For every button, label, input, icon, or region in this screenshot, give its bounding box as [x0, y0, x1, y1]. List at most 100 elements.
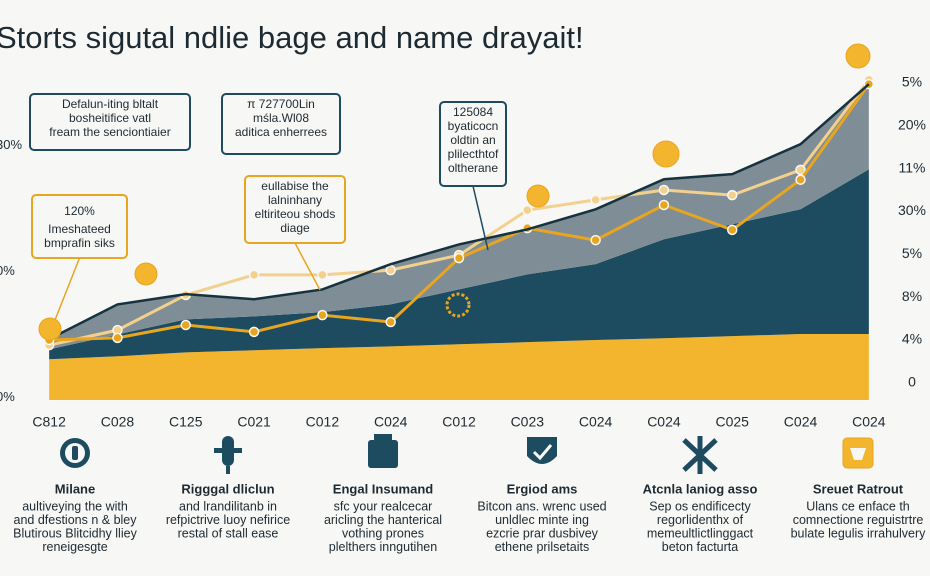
callout-text: oldtin an — [450, 133, 495, 147]
coin — [445, 292, 471, 318]
line-marker — [317, 269, 328, 281]
icon — [368, 440, 398, 468]
line-marker — [317, 309, 328, 321]
line-marker — [248, 326, 260, 338]
y-tick-label: 30% — [898, 202, 926, 218]
callout-box — [29, 93, 191, 151]
icons — [60, 434, 874, 474]
line-marker — [248, 269, 260, 281]
y-tick-label: 0 — [908, 374, 916, 390]
callout-text: lalninhany — [268, 193, 322, 207]
x-tick-label: C012 — [306, 414, 340, 430]
caption-line: memeultlictlinggact — [647, 526, 754, 540]
icon — [226, 466, 230, 474]
x-tick-label: C812 — [32, 414, 66, 430]
caption-title: Atcnla laniog asso — [643, 481, 758, 496]
caption-line: bulate legulis irrahulvery — [791, 526, 927, 540]
coin — [652, 140, 680, 168]
callout-text: Imeshateed — [48, 222, 111, 236]
coin — [526, 184, 550, 208]
caption-line: aricling the hanterical — [324, 513, 442, 527]
caption-line: ezcrie prar dusbivey — [486, 526, 599, 540]
caption-line: reneigesgte — [42, 540, 107, 554]
caption-line: beton facturta — [662, 540, 738, 554]
callout-pointer — [54, 257, 81, 321]
line-marker — [726, 189, 738, 201]
line-marker — [795, 164, 806, 176]
caption-title: Ergiod ams — [507, 481, 578, 496]
callout-text: mśla.Wl08 — [253, 111, 309, 125]
callout-text: bosheitifice vatl — [69, 111, 151, 125]
coin — [38, 317, 62, 341]
caption-line: unldlec minte ing — [495, 513, 589, 527]
chart-title: Storts sigutal ndlie bage and name draya… — [0, 20, 584, 55]
y-tick-label: 5% — [902, 245, 922, 261]
icon — [72, 446, 78, 460]
icon — [682, 436, 718, 474]
caption-line: aultiveying the with — [22, 499, 128, 513]
caption-line: Blutirous Blitcidhy lliey — [13, 526, 137, 540]
line-marker — [590, 234, 601, 246]
callout-text: bmprafin siks — [44, 236, 115, 250]
x-tick-label: C021 — [237, 414, 271, 430]
line-marker — [658, 199, 670, 211]
callout-box — [221, 93, 341, 155]
icon — [532, 444, 553, 461]
area — [49, 169, 869, 360]
callout-text: fream the senciontiaier — [49, 125, 170, 139]
y-tick-label: 20% — [898, 116, 926, 132]
callout-text: Defalun-iting bltalt — [62, 97, 159, 111]
icon — [850, 448, 866, 460]
y-tick-label: 11% — [899, 159, 926, 175]
line-marker — [590, 194, 601, 206]
x-tick-label: C023 — [511, 414, 545, 430]
stack-edge — [48, 83, 870, 341]
caption-title: Sreuet Ratrout — [813, 481, 904, 496]
area — [49, 334, 869, 400]
caption-line: and lrandilitanb in — [179, 499, 277, 513]
caption-line: vothing prones — [342, 526, 424, 540]
x-tick-label: C024 — [579, 414, 613, 430]
line-marker — [180, 319, 192, 331]
callout-box — [31, 194, 128, 259]
line-marker — [795, 174, 806, 185]
callout-text: eltiriteou shods — [255, 207, 336, 221]
caption-line: Bitcon ans. wrenc used — [477, 499, 606, 513]
icon — [374, 434, 392, 442]
caption-title: Rigggal dliclun — [181, 481, 274, 496]
callout-text: byaticocn — [448, 119, 499, 133]
x-tick-label: C125 — [169, 414, 203, 430]
caption-line: sfc your realcecar — [334, 499, 433, 513]
callout-box — [244, 175, 346, 244]
caption-line: and dfestions n & bley — [14, 513, 138, 527]
coins — [38, 43, 871, 341]
icon — [527, 437, 557, 464]
x-tick-label: C028 — [101, 414, 135, 430]
y2-tick-label: 30% — [0, 137, 22, 152]
y-tick-label: 4% — [902, 331, 922, 347]
callout-text: 125084 — [453, 105, 493, 119]
line-marker — [385, 264, 396, 276]
caption-line: regorlidenthx of — [657, 513, 744, 527]
x-tick-label: C024 — [784, 414, 818, 430]
y-tick-label: 5% — [902, 74, 922, 90]
caption-line: refpictrive luoy nefirice — [166, 513, 290, 527]
y2-tick-label: 0% — [0, 263, 15, 278]
caption-line: comnectione reguistrtre — [793, 513, 924, 527]
callout-text: diage — [280, 221, 310, 235]
x-tick-label: C012 — [442, 414, 476, 430]
caption-title: Engal Insumand — [333, 481, 433, 496]
callout-text: plilecthtof — [448, 147, 499, 161]
callout-pointer — [472, 185, 489, 251]
caption-line: Sep os endificecty — [649, 499, 751, 513]
caption-line: plelthers inngutihen — [329, 540, 437, 554]
callout-text: π 727700Lin — [247, 97, 315, 111]
y-tick-label: 8% — [902, 288, 922, 304]
caption-title: Milane — [55, 481, 95, 496]
caption-line: ethene prilsetaits — [495, 540, 590, 554]
x-tick-label: C024 — [852, 414, 886, 430]
callout-pointer — [294, 242, 321, 291]
coin — [134, 262, 158, 286]
callout-text: 120% — [64, 204, 95, 218]
